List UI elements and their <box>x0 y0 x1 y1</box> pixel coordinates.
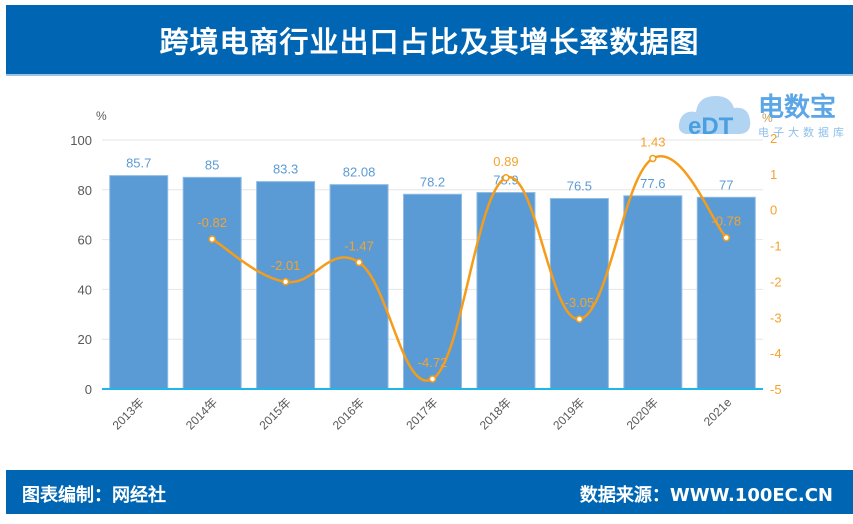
bar-value-label: 83.3 <box>273 162 298 177</box>
line-point <box>355 258 363 267</box>
bar-value-label: 85.7 <box>126 156 151 171</box>
line-point <box>281 278 290 286</box>
left-axis-tick: 40 <box>78 282 92 297</box>
bar-value-label: 77 <box>719 177 733 192</box>
x-axis-category-label: 2016年 <box>330 395 367 432</box>
bar <box>329 184 389 390</box>
left-axis-tick: 80 <box>78 183 92 198</box>
bar-value-label: 82.08 <box>343 165 376 180</box>
bar <box>623 195 683 390</box>
left-axis-tick: 0 <box>85 382 92 397</box>
chart-title-banner: 跨境电商行业出口占比及其增长率数据图 <box>6 5 853 76</box>
bar-value-label: 76.5 <box>567 179 592 194</box>
right-axis-unit: % <box>762 111 773 125</box>
right-axis-tick: -4 <box>770 346 782 361</box>
left-axis-tick: 20 <box>78 332 92 347</box>
left-axis-unit: % <box>96 109 107 123</box>
bar <box>109 175 169 390</box>
x-axis-category-label: 2020年 <box>624 395 661 432</box>
bar-value-label: 85 <box>205 157 219 172</box>
combo-chart: 0 20 40 60 80 100% -5 -4 -3 -2 -1 0 1 2% 85.7 85 83.3 82.… <box>70 109 782 432</box>
chart-credit: 图表编制：网经社 <box>22 485 166 506</box>
x-axis-category-label: 2018年 <box>477 395 514 432</box>
line-point <box>208 235 216 243</box>
x-axis-category-label: 2013年 <box>110 395 147 432</box>
line-value-label: -0.82 <box>197 215 227 230</box>
logo-subtitle: 电子大数据库 <box>758 125 846 139</box>
line-point <box>722 233 731 242</box>
bar <box>696 196 756 390</box>
right-axis-tick: -3 <box>770 310 782 325</box>
footer-banner: 图表编制：网经社 数据来源：WWW.100EC.CN <box>6 470 853 514</box>
line-value-label: -2.01 <box>271 258 301 273</box>
right-axis-tick: -2 <box>770 274 782 289</box>
line-value-label: -3.05 <box>565 295 595 310</box>
chart-area: 0 20 40 60 80 100% -5 -4 -3 -2 -1 0 1 2% 85.7 85 83.3 82.… <box>0 76 853 470</box>
logo-mark: eDT <box>688 113 734 140</box>
bar <box>182 176 242 390</box>
right-axis-tick: 1 <box>770 167 777 182</box>
bar-value-label: 78.2 <box>420 174 445 189</box>
line-point <box>575 315 584 323</box>
right-axis-tick: -5 <box>770 382 782 397</box>
bar <box>476 192 536 390</box>
line-value-label: -0.78 <box>711 214 741 229</box>
chart-title: 跨境电商行业出口占比及其增长率数据图 <box>159 24 700 59</box>
line-point <box>428 375 437 383</box>
line-value-label: 1.43 <box>640 134 665 149</box>
x-axis-category-label: 2015年 <box>256 395 293 432</box>
x-axis-category-label: 2021e <box>701 395 735 429</box>
line-point <box>502 174 510 182</box>
x-axis-category-label: 2014年 <box>183 395 220 432</box>
line-value-label: -4.72 <box>418 355 448 370</box>
right-axis-tick: 2 <box>770 131 777 146</box>
right-axis-tick: 0 <box>770 203 777 218</box>
right-axis-tick: -1 <box>770 239 782 254</box>
left-axis-tick: 60 <box>78 233 92 248</box>
x-axis-category-label: 2017年 <box>403 395 440 432</box>
x-axis-category-label: 2019年 <box>550 395 587 432</box>
growth-rate-line <box>211 155 728 382</box>
bar <box>403 193 462 390</box>
logo-name: 电数宝 <box>758 92 836 122</box>
bar-value-label: 77.6 <box>640 176 665 191</box>
data-source: 数据来源：WWW.100EC.CN <box>579 485 833 506</box>
cloud-logo-icon: eDT 电数宝 电子大数据库 <box>678 92 846 140</box>
line-point <box>649 154 657 163</box>
edt-logo: eDT 电数宝 电子大数据库 <box>676 84 846 148</box>
left-axis-tick: 100 <box>70 133 92 148</box>
line-value-label: -1.47 <box>344 238 374 253</box>
line-value-label: 0.89 <box>493 154 518 169</box>
